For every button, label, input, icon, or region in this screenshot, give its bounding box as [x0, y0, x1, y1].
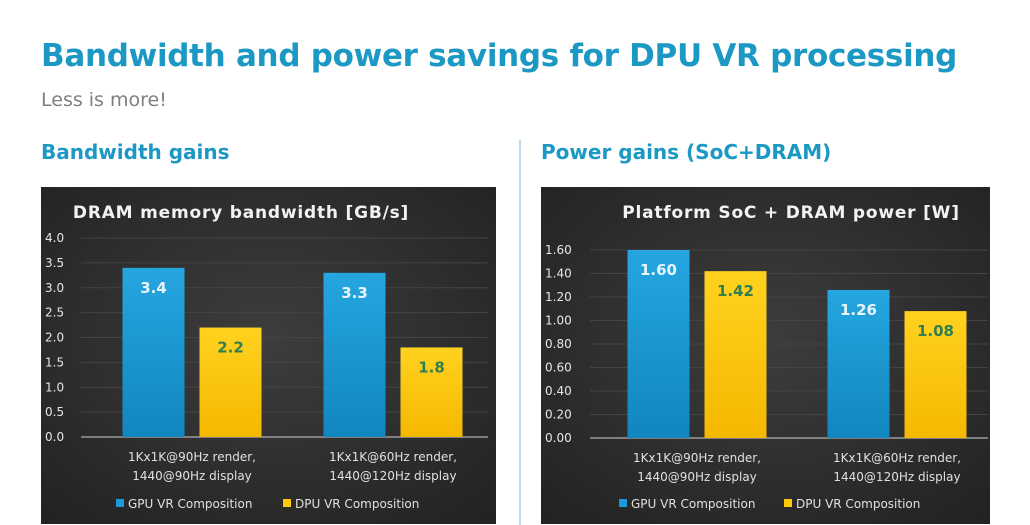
- y-tick-label: 2.5: [45, 306, 64, 320]
- y-tick-label: 4.0: [45, 231, 64, 245]
- x-category-label: 1440@90Hz display: [132, 469, 252, 483]
- chart-title: Platform SoC + DRAM power [W]: [622, 203, 960, 223]
- y-tick-label: 0.40: [545, 384, 572, 398]
- power-chart: Platform SoC + DRAM power [W] 0.00 0.20 0.4…: [541, 187, 990, 524]
- x-category-label: 1440@120Hz display: [329, 469, 456, 483]
- data-label: 2.2: [217, 339, 244, 357]
- bandwidth-chart: DRAM memory bandwidth [GB/s] 0.0 0.5 1.0 1.5…: [41, 187, 496, 524]
- x-category-label: 1Kx1K@60Hz render,: [329, 450, 457, 464]
- section-heading-bandwidth: Bandwidth gains: [41, 140, 230, 164]
- data-label: 1.08: [917, 322, 954, 340]
- slide-subtitle: Less is more!: [41, 89, 167, 111]
- data-label: 1.42: [717, 282, 754, 300]
- bar-dpu: [400, 347, 463, 437]
- y-tick-label: 0.00: [545, 431, 572, 445]
- bar-gpu: [122, 267, 185, 437]
- data-label: 1.26: [840, 301, 877, 319]
- y-tick-label: 1.00: [545, 314, 572, 328]
- legend-label: GPU VR Composition: [631, 497, 755, 511]
- legend-label: DPU VR Composition: [295, 497, 419, 511]
- bar-dpu: [199, 327, 262, 437]
- legend-swatch-dpu: [784, 499, 792, 507]
- y-tick-label: 3.5: [45, 256, 64, 270]
- y-tick-label: 1.60: [545, 243, 572, 257]
- x-category-label: 1Kx1K@90Hz render,: [633, 451, 761, 465]
- y-tick-label: 1.20: [545, 290, 572, 304]
- legend-swatch-gpu: [116, 499, 124, 507]
- x-category-label: 1Kx1K@90Hz render,: [128, 450, 256, 464]
- bar-gpu: [627, 250, 690, 438]
- data-label: 3.3: [341, 284, 368, 302]
- data-label: 1.8: [418, 358, 445, 376]
- y-tick-label: 0.80: [545, 337, 572, 351]
- bar-dpu: [704, 271, 767, 438]
- slide-title: Bandwidth and power savings for DPU VR p…: [41, 38, 958, 74]
- section-heading-power: Power gains (SoC+DRAM): [541, 140, 832, 164]
- y-tick-label: 0.5: [45, 405, 64, 419]
- y-tick-label: 1.40: [545, 267, 572, 281]
- y-tick-label: 0.0: [45, 430, 64, 444]
- y-tick-label: 0.20: [545, 408, 572, 422]
- x-category-label: 1440@120Hz display: [833, 470, 960, 484]
- y-tick-label: 3.0: [45, 281, 64, 295]
- legend-swatch-dpu: [283, 499, 291, 507]
- y-tick-label: 2.0: [45, 331, 64, 345]
- y-tick-label: 1.5: [45, 355, 64, 369]
- data-label: 3.4: [140, 279, 167, 297]
- data-label: 1.60: [640, 261, 677, 279]
- legend-label: GPU VR Composition: [128, 497, 252, 511]
- legend-swatch-gpu: [619, 499, 627, 507]
- divider: [519, 140, 521, 525]
- chart-title: DRAM memory bandwidth [GB/s]: [73, 203, 409, 223]
- bar-gpu: [323, 272, 386, 437]
- y-tick-label: 1.0: [45, 380, 64, 394]
- x-category-label: 1440@90Hz display: [637, 470, 757, 484]
- x-category-label: 1Kx1K@60Hz render,: [833, 451, 961, 465]
- y-tick-label: 0.60: [545, 361, 572, 375]
- legend-label: DPU VR Composition: [796, 497, 920, 511]
- bar-gpu: [827, 289, 890, 438]
- bar-dpu: [904, 311, 967, 438]
